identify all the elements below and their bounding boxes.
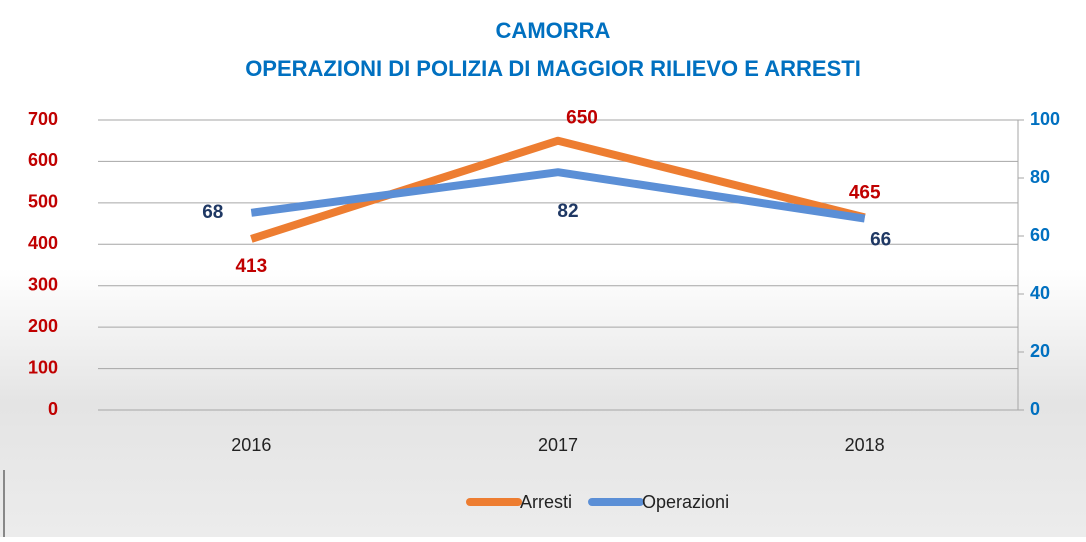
y-tick-label: 700 (28, 109, 58, 129)
y-tick-label: 200 (28, 316, 58, 336)
data-label: 465 (849, 182, 881, 203)
y2-tick-label: 20 (1030, 341, 1050, 361)
y2-tick-label: 60 (1030, 225, 1050, 245)
y2-tick-label: 100 (1030, 109, 1060, 129)
chart-title: CAMORRA (496, 18, 611, 43)
line-series (250, 136, 866, 243)
x-tick-label: 2018 (845, 435, 885, 455)
data-label: 68 (202, 202, 223, 223)
data-label: 66 (870, 230, 891, 251)
y-tick-label: 500 (28, 192, 58, 212)
data-label: 82 (557, 201, 578, 222)
y-tick-label: 600 (28, 150, 58, 170)
data-label: 650 (566, 108, 598, 129)
y-tick-label: 300 (28, 274, 58, 294)
y2-tick-label: 80 (1030, 167, 1050, 187)
y-tick-label: 0 (48, 399, 58, 419)
x-tick-label: 2016 (231, 435, 271, 455)
y2-tick-label: 40 (1030, 283, 1050, 303)
x-tick-label: 2017 (538, 435, 578, 455)
legend-label: Arresti (520, 492, 572, 512)
line-series (250, 168, 866, 223)
y-tick-label: 400 (28, 233, 58, 253)
legend-label: Operazioni (642, 492, 729, 512)
chart-subtitle: OPERAZIONI DI POLIZIA DI MAGGIOR RILIEVO… (245, 56, 861, 81)
y-tick-label: 100 (28, 357, 58, 377)
y2-tick-label: 0 (1030, 399, 1040, 419)
data-label: 413 (235, 256, 267, 277)
